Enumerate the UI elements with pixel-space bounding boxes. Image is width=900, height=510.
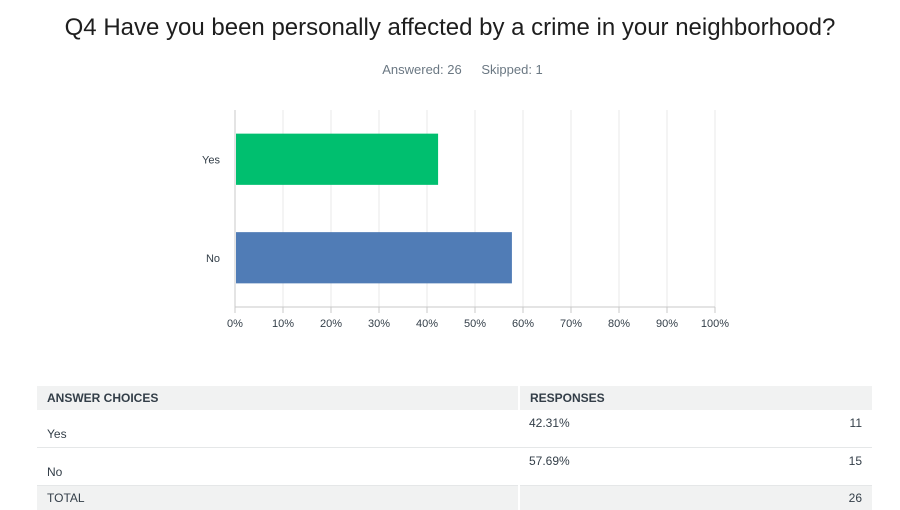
x-tick-label: 90% bbox=[656, 318, 678, 330]
header-responses: RESPONSES bbox=[519, 386, 872, 410]
answer-count: 15 bbox=[789, 448, 872, 486]
y-category-label: No bbox=[206, 253, 220, 265]
y-category-label: Yes bbox=[202, 154, 220, 166]
bar-chart: 0% 10% 20% 30% 40% 50% 60% 70% 80% 90% 100% Yes No bbox=[0, 0, 900, 340]
x-tick-label: 10% bbox=[272, 318, 294, 330]
bar-no bbox=[236, 232, 512, 283]
bar-yes bbox=[236, 134, 438, 185]
table-row: No 57.69% 15 bbox=[37, 448, 872, 486]
x-tick-label: 80% bbox=[608, 318, 630, 330]
table-header-row: ANSWER CHOICES RESPONSES bbox=[37, 386, 872, 410]
answer-choice-label: No bbox=[37, 448, 519, 486]
answer-percent: 57.69% bbox=[519, 448, 789, 486]
total-count: 26 bbox=[789, 486, 872, 510]
answer-percent: 42.31% bbox=[519, 410, 789, 448]
results-table: ANSWER CHOICES RESPONSES Yes 42.31% 11 N… bbox=[37, 386, 872, 510]
x-tick-label: 40% bbox=[416, 318, 438, 330]
answer-choice-label: Yes bbox=[37, 410, 519, 448]
x-tick-label: 60% bbox=[512, 318, 534, 330]
x-tick-label: 50% bbox=[464, 318, 486, 330]
total-spacer bbox=[519, 486, 789, 510]
table-row: Yes 42.31% 11 bbox=[37, 410, 872, 448]
x-tick-label: 70% bbox=[560, 318, 582, 330]
x-tick-label: 100% bbox=[701, 318, 729, 330]
x-tick-label: 30% bbox=[368, 318, 390, 330]
x-tick-label: 0% bbox=[227, 318, 243, 330]
header-answer-choices: ANSWER CHOICES bbox=[37, 386, 519, 410]
total-label: TOTAL bbox=[37, 486, 519, 510]
x-tick-label: 20% bbox=[320, 318, 342, 330]
table-total-row: TOTAL 26 bbox=[37, 486, 872, 510]
answer-count: 11 bbox=[789, 410, 872, 448]
